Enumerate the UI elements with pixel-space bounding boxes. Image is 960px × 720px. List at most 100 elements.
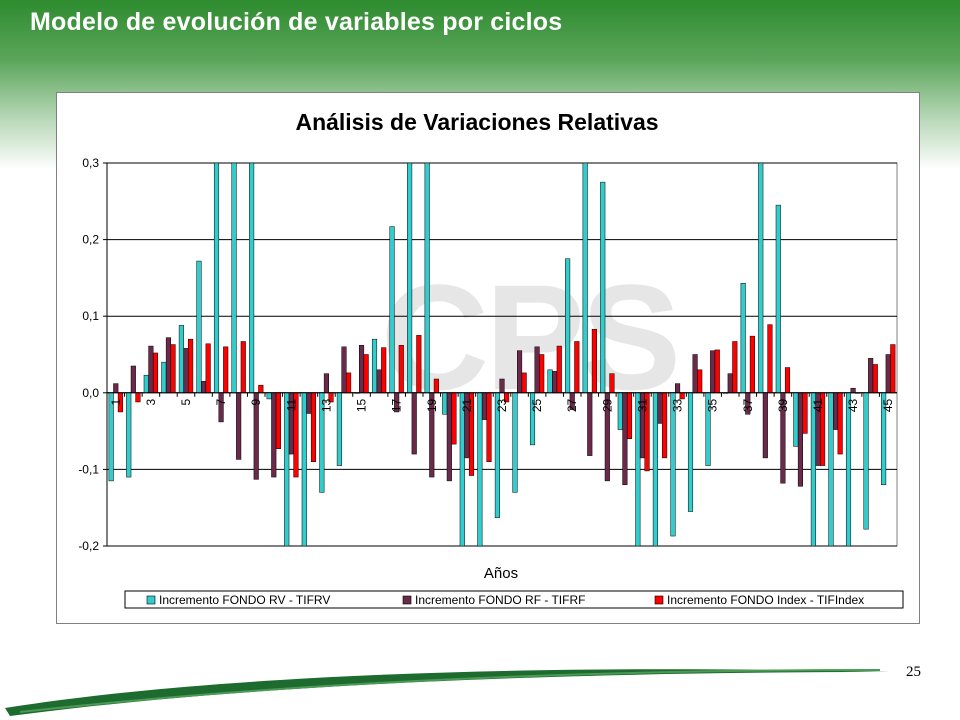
x-tick-label: 41 [811,398,825,412]
bar-series-1 [670,392,676,537]
bar-series-2 [797,392,803,487]
bar-series-2 [341,346,347,394]
x-tick-label: 17 [390,398,404,412]
bar-series-3 [363,354,369,394]
bar-series-3 [556,345,562,394]
bar-series-1 [161,361,167,394]
bar-series-3 [205,343,211,394]
bar-series-1 [196,260,202,394]
bar-series-3 [714,349,720,394]
bar-series-2 [271,392,277,478]
x-tick-label: 11 [284,398,298,411]
bar-series-3 [240,341,246,394]
bar-series-2 [446,392,452,482]
bar-series-1 [740,283,746,394]
page-number: 25 [906,664,921,680]
bar-series-2 [517,350,523,394]
bar-series-1 [617,392,623,430]
bar-series-3 [574,341,580,394]
bar-series-1 [126,392,132,478]
x-tick-label: 21 [460,398,474,412]
y-tick-label: 0,1 [82,309,99,323]
legend-box [124,590,904,609]
x-tick-label: 25 [530,398,544,412]
y-tick-label: 0,2 [82,233,99,247]
bar-series-2 [130,365,136,394]
bar-series-3 [662,392,668,459]
bar-series-2 [411,392,417,455]
bar-series-3 [275,392,281,449]
bar-series-3 [732,341,738,394]
bar-series-1 [178,325,184,394]
bar-series-2 [359,345,365,394]
bar-series-1 [845,392,852,547]
bar-series-1 [336,392,342,466]
bar-series-2 [183,348,189,394]
bar-series-1 [810,392,816,547]
bar-series-2 [675,383,681,394]
bar-series-2 [833,392,839,430]
chart-svg: CPS Análisis de Variaciones Relativas -0… [78,109,904,609]
x-tick-label: 15 [355,398,369,412]
x-tick-label: 13 [319,398,333,412]
bar-series-2 [692,354,698,394]
x-tick-label: 31 [635,398,649,412]
bar-series-2 [587,392,593,456]
bar-series-1 [793,392,799,447]
bar-series-1 [775,204,781,394]
bar-series-1 [828,392,834,547]
bar-series-3 [258,384,264,394]
bar-series-1 [284,392,290,547]
bar-series-2 [868,358,874,394]
bar-series-3 [539,354,545,394]
slide-title: Modelo de evolución de variables por cic… [30,8,563,36]
bar-series-2 [622,392,628,485]
bar-series-2 [113,383,119,394]
bar-series-1 [143,374,149,394]
bar-series-1 [687,392,694,512]
legend-swatch-rf [402,595,412,605]
bar-series-1 [442,392,448,415]
bar-series-1 [477,392,483,547]
legend-swatch-rv [146,595,156,605]
bar-series-3 [749,335,755,394]
x-tick-label: 27 [565,398,579,412]
bar-series-1 [652,392,658,547]
bar-series-3 [679,392,685,400]
bar-series-2 [710,350,716,394]
x-tick-label: 37 [741,398,755,412]
bar-series-2 [762,392,768,459]
bar-series-3 [872,364,878,394]
bar-series-1 [389,226,395,394]
bar-series-3 [398,345,404,394]
bar-series-3 [609,373,615,394]
bar-series-1 [249,162,255,394]
x-tick-label: 5 [179,398,193,405]
bar-series-2 [552,371,558,394]
bar-series-1 [266,392,272,400]
bar-series-1 [863,392,869,530]
bar-series-3 [802,392,808,434]
bar-series-1 [424,162,430,394]
x-tick-label: 43 [846,398,860,412]
bar-series-2 [165,337,171,394]
footer-swoosh [5,669,890,716]
bar-series-3 [223,346,229,394]
bar-series-1 [231,162,237,394]
bar-series-2 [727,373,733,394]
bar-series-1 [407,162,413,394]
legend-label-index: Incremento FONDO Index - TIFIndex [667,593,864,607]
legend-label-rv: Incremento FONDO RV - TIFRV [159,593,330,607]
bar-series-1 [547,369,553,394]
footer-swoosh-shape [5,669,890,716]
x-tick-label: 19 [425,398,439,412]
bar-series-3 [697,369,703,394]
chart-title: Análisis de Variaciones Relativas [295,109,658,135]
bar-series-3 [591,328,597,394]
bar-series-3 [626,392,633,440]
bar-series-2 [376,369,382,394]
y-tick-label: 0,0 [82,386,99,400]
x-tick-label: 1 [109,398,123,405]
x-tick-label: 35 [706,398,720,412]
bar-series-3 [152,352,159,394]
